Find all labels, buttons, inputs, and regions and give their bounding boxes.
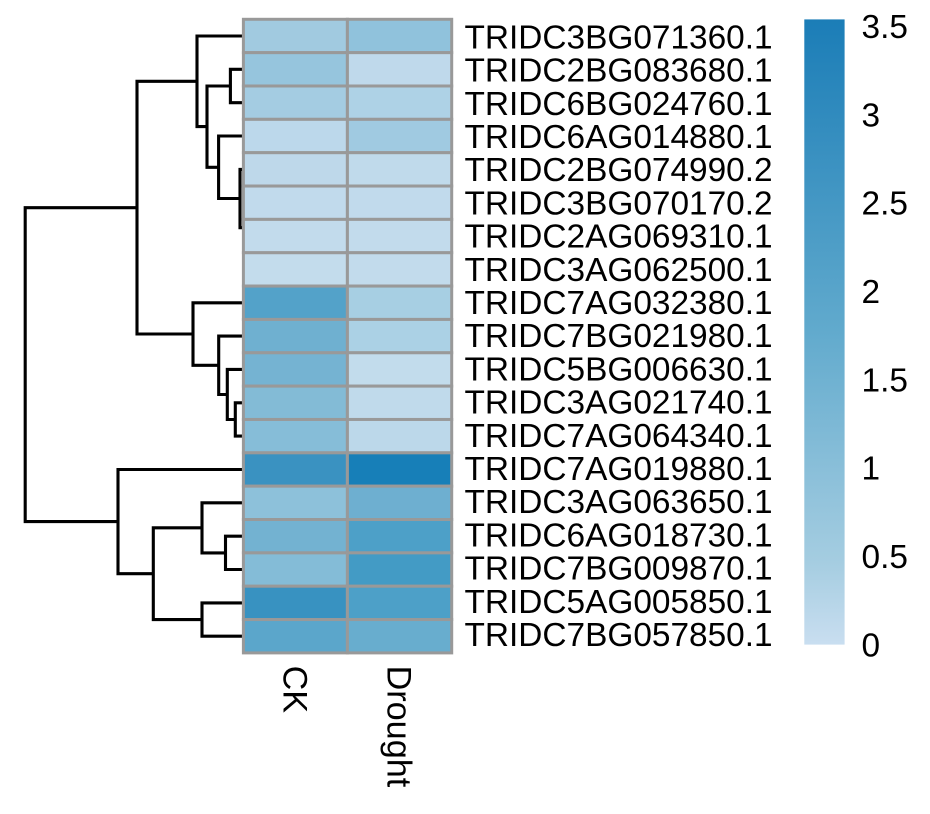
svg-text:TRIDC2AG069310.1: TRIDC2AG069310.1 (465, 219, 773, 256)
svg-text:3: 3 (862, 97, 881, 134)
svg-text:TRIDC2BG083680.1: TRIDC2BG083680.1 (465, 53, 773, 90)
svg-text:1.5: 1.5 (862, 362, 908, 399)
svg-text:TRIDC3AG021740.1: TRIDC3AG021740.1 (465, 385, 773, 422)
svg-text:TRIDC3BG070170.2: TRIDC3BG070170.2 (465, 185, 773, 222)
svg-text:TRIDC5AG005850.1: TRIDC5AG005850.1 (465, 584, 773, 621)
svg-text:CK: CK (276, 666, 314, 714)
svg-text:TRIDC3AG063650.1: TRIDC3AG063650.1 (465, 484, 773, 521)
svg-text:TRIDC7AG032380.1: TRIDC7AG032380.1 (465, 285, 773, 322)
svg-text:2.5: 2.5 (862, 186, 908, 223)
svg-text:0.5: 0.5 (862, 539, 908, 576)
svg-text:TRIDC6AG014880.1: TRIDC6AG014880.1 (465, 119, 773, 156)
svg-text:3.5: 3.5 (862, 9, 908, 46)
svg-text:TRIDC7BG021980.1: TRIDC7BG021980.1 (465, 318, 773, 355)
svg-text:Drought: Drought (380, 666, 418, 788)
svg-text:TRIDC7AG019880.1: TRIDC7AG019880.1 (465, 451, 773, 488)
svg-text:TRIDC7BG057850.1: TRIDC7BG057850.1 (465, 617, 773, 654)
svg-text:TRIDC3AG062500.1: TRIDC3AG062500.1 (465, 252, 773, 289)
svg-text:TRIDC2BG074990.2: TRIDC2BG074990.2 (465, 152, 773, 189)
svg-text:TRIDC7BG009870.1: TRIDC7BG009870.1 (465, 551, 773, 588)
svg-text:1: 1 (862, 451, 881, 488)
svg-text:TRIDC6BG024760.1: TRIDC6BG024760.1 (465, 86, 773, 123)
svg-text:2: 2 (862, 274, 881, 311)
svg-text:TRIDC6AG018730.1: TRIDC6AG018730.1 (465, 517, 773, 554)
svg-text:TRIDC7AG064340.1: TRIDC7AG064340.1 (465, 418, 773, 455)
svg-text:0: 0 (862, 627, 881, 664)
svg-text:TRIDC5BG006630.1: TRIDC5BG006630.1 (465, 351, 773, 388)
svg-text:TRIDC3BG071360.1: TRIDC3BG071360.1 (465, 19, 773, 56)
